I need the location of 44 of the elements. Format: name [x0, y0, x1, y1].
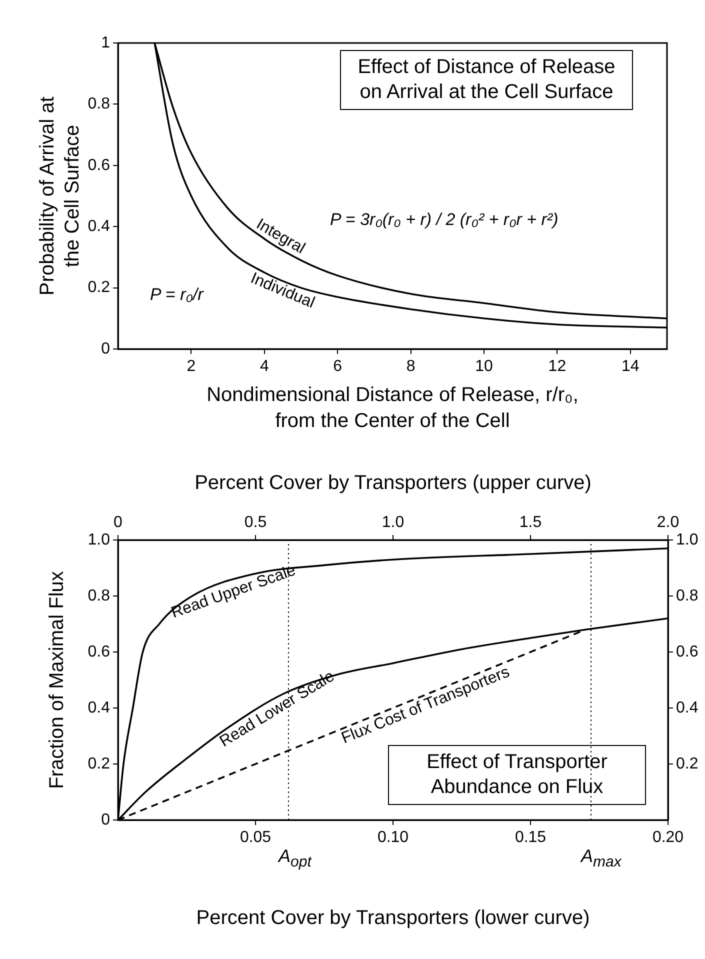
y-tick-label: 0.6 [88, 156, 110, 174]
ref-line-label: A$_{opt}$ [278, 846, 312, 871]
x-tick-label: 0.20 [652, 829, 684, 846]
y-tick-label: 0.8 [88, 96, 110, 113]
x2-tick-label: 0 [114, 514, 123, 531]
x-axis-title: Nondimensional Distance of Release, r/r₀, from the Center of the Cell [206, 383, 580, 434]
x-tick-label: 10 [475, 358, 493, 376]
x2-tick-label: 1.5 [519, 514, 542, 531]
x-tick-label: 0.05 [240, 829, 272, 846]
x2-axis-title: Percent Cover by Transporters (upper curve) [194, 472, 592, 495]
y2-tick-label: 0.2 [676, 755, 698, 772]
x-tick-label: 14 [622, 358, 640, 376]
y2-tick-label: 0.8 [676, 587, 698, 604]
y-axis-title: Probability of Arrival at the Cell Surface [35, 96, 84, 298]
x-axis-title: Percent Cover by Transporters (lower curve) [195, 906, 591, 931]
y-tick-label: 1 [101, 34, 110, 52]
annotation: P = 3r₀(r₀ + r) / 2 (r₀² + r₀r + r²) [330, 210, 558, 230]
x-tick-label: 12 [548, 358, 566, 376]
x2-tick-label: 0.5 [244, 514, 267, 531]
x-tick-label: 0.10 [377, 829, 409, 846]
annotation: P = r₀/r [150, 285, 204, 305]
text: Effect of Distance of Release on Arrival at the Cell Surface [340, 50, 633, 110]
x-tick-label: 0.15 [514, 829, 546, 846]
y-tick-label: 0.8 [88, 587, 110, 604]
x2-tick-label: 1.0 [382, 514, 404, 531]
ref-line-label: A$_{max}$ [581, 846, 622, 871]
y-tick-label: 0.2 [88, 755, 110, 772]
y-tick-label: 0.6 [88, 643, 110, 660]
text: Effect of Transporter Abundance on Flux [426, 751, 608, 798]
y-tick-label: 0.4 [88, 699, 110, 716]
y2-tick-label: 0.6 [676, 643, 698, 660]
y-tick-label: 0 [101, 340, 110, 358]
x-tick-label: 8 [406, 358, 416, 376]
y-tick-label: 1.0 [88, 531, 110, 548]
y-tick-label: 0 [101, 811, 110, 828]
x-tick-label: 6 [333, 358, 342, 376]
x2-tick-label: 2.0 [656, 514, 680, 531]
y2-tick-label: 0.4 [676, 699, 698, 716]
y-tick-label: 0.4 [88, 218, 110, 236]
y-axis-title: Fraction of Maximal Flux [46, 571, 68, 789]
y-tick-label: 0.2 [88, 279, 110, 296]
y2-tick-label: 1.0 [676, 531, 698, 548]
x-tick-label: 4 [260, 358, 269, 376]
x-tick-label: 2 [186, 358, 196, 376]
